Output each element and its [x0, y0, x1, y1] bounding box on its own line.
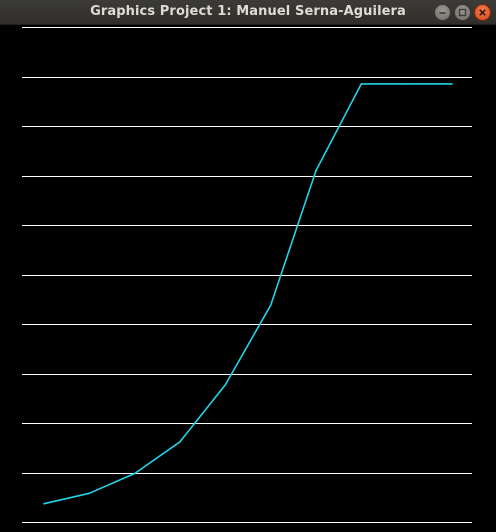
window-controls	[434, 4, 491, 21]
close-button[interactable]	[474, 4, 491, 21]
data-point	[43, 502, 45, 505]
data-point	[133, 472, 136, 475]
data-point	[315, 169, 317, 172]
data-point	[360, 83, 363, 85]
series-line-0	[43, 83, 452, 505]
minimize-button[interactable]	[434, 4, 451, 21]
data-point	[179, 441, 181, 443]
line-chart	[22, 27, 472, 523]
data-point	[88, 492, 91, 495]
data-point	[224, 384, 227, 386]
minimize-icon	[439, 12, 446, 14]
data-point	[451, 83, 453, 85]
maximize-button[interactable]	[454, 4, 471, 21]
data-point	[405, 83, 408, 85]
close-icon	[479, 9, 486, 16]
maximize-icon	[458, 8, 467, 17]
data-point	[269, 304, 272, 307]
title-bar[interactable]: Graphics Project 1: Manuel Serna-Aguiler…	[0, 0, 496, 25]
window-title: Graphics Project 1: Manuel Serna-Aguiler…	[90, 4, 406, 19]
drawing-canvas	[0, 25, 496, 532]
